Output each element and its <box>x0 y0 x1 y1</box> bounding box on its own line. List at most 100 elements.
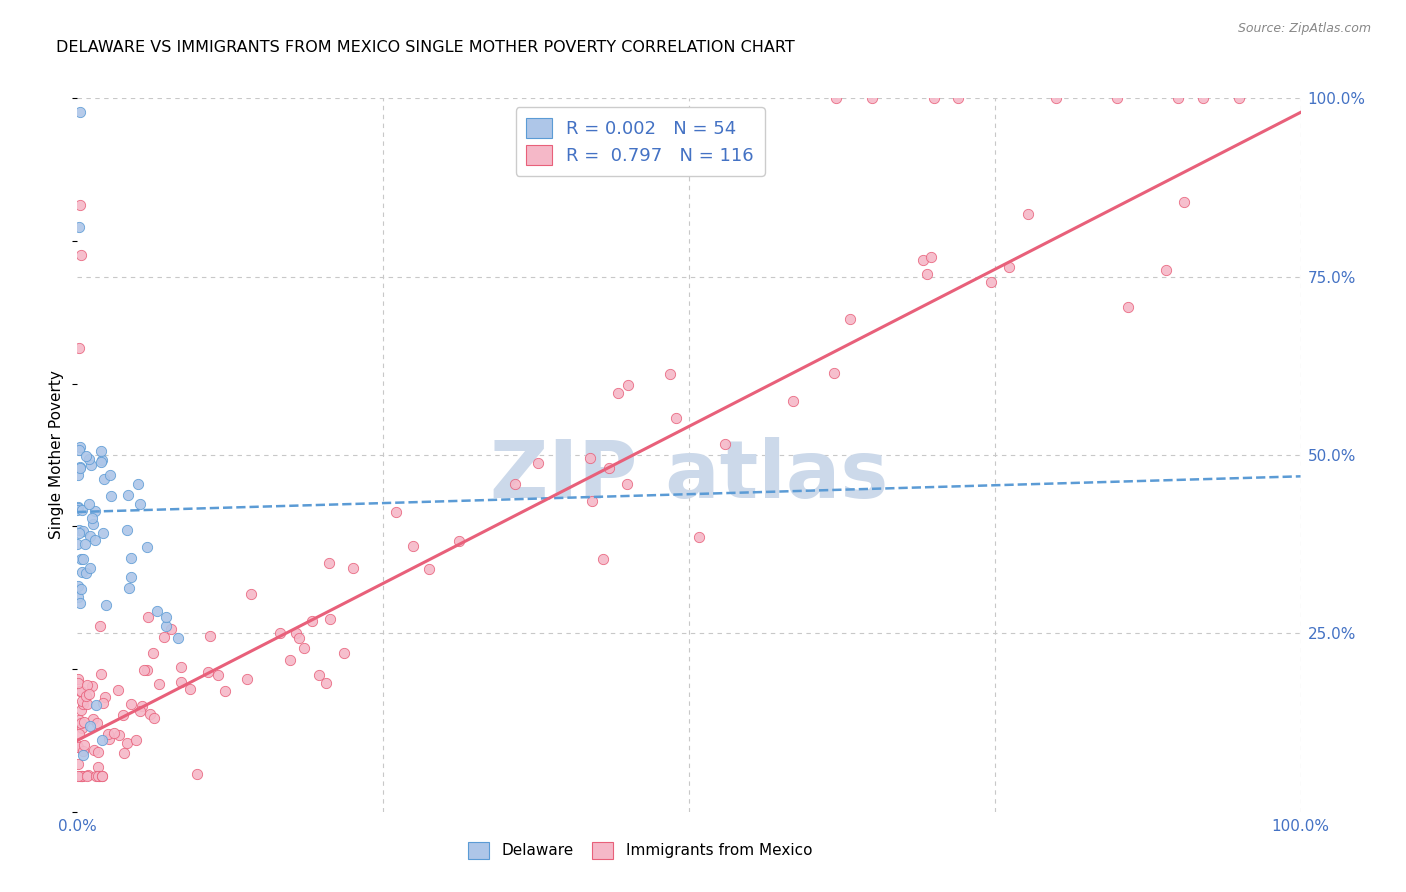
Point <box>87 760 110 774</box>
Point <box>67 500 90 514</box>
Point <box>269 626 291 640</box>
Point <box>66 739 89 754</box>
Point <box>214 684 236 698</box>
Point <box>67 525 90 540</box>
Point <box>946 91 969 105</box>
Point <box>69 582 91 597</box>
Point <box>83 743 105 757</box>
Point <box>112 746 135 760</box>
Point <box>107 682 129 697</box>
Point <box>155 610 177 624</box>
Point <box>142 646 165 660</box>
Point <box>82 516 104 531</box>
Point <box>98 732 121 747</box>
Point <box>139 706 162 721</box>
Point <box>1173 194 1195 209</box>
Point <box>197 665 219 680</box>
Point <box>136 540 159 554</box>
Point <box>1167 91 1189 105</box>
Point <box>301 614 323 628</box>
Point <box>69 198 91 212</box>
Point <box>89 619 111 633</box>
Point <box>69 460 91 475</box>
Point <box>84 769 107 783</box>
Point <box>76 678 98 692</box>
Point <box>91 769 114 783</box>
Point <box>292 640 315 655</box>
Point <box>449 534 471 549</box>
Point <box>69 596 91 610</box>
Point <box>79 719 101 733</box>
Point <box>91 769 114 783</box>
Point <box>134 663 156 677</box>
Point <box>179 681 201 696</box>
Point <box>579 451 602 466</box>
Point <box>83 533 105 547</box>
Point <box>66 579 89 593</box>
Point <box>607 386 630 401</box>
Point <box>70 248 93 262</box>
Point <box>70 694 93 708</box>
Point <box>79 561 101 575</box>
Point <box>70 769 93 783</box>
Point <box>67 672 90 686</box>
Point <box>714 437 737 451</box>
Point <box>66 501 89 516</box>
Point <box>80 510 103 524</box>
Point <box>782 394 804 409</box>
Point <box>131 698 153 713</box>
Point <box>80 679 103 693</box>
Point <box>862 91 884 105</box>
Point <box>125 732 148 747</box>
Point <box>79 529 101 543</box>
Point <box>72 769 94 783</box>
Point <box>67 727 90 741</box>
Point <box>120 697 142 711</box>
Point <box>824 91 846 105</box>
Point <box>385 505 408 519</box>
Point <box>70 552 93 566</box>
Point <box>136 664 159 678</box>
Point <box>77 452 100 467</box>
Point <box>103 726 125 740</box>
Point <box>915 267 938 281</box>
Point <box>980 276 1002 290</box>
Point <box>111 708 134 723</box>
Point <box>120 551 142 566</box>
Point <box>73 714 96 729</box>
Point <box>97 727 120 741</box>
Point <box>155 619 177 633</box>
Point <box>278 653 301 667</box>
Point <box>70 716 93 731</box>
Point <box>186 767 208 781</box>
Point <box>82 712 104 726</box>
Point <box>308 668 330 682</box>
Point <box>117 736 139 750</box>
Point <box>72 743 94 757</box>
Point <box>503 477 526 491</box>
Point <box>1045 91 1067 105</box>
Point <box>115 523 138 537</box>
Point <box>67 769 90 783</box>
Text: ZIP atlas: ZIP atlas <box>489 437 889 516</box>
Point <box>148 677 170 691</box>
Point <box>315 675 337 690</box>
Legend: Delaware, Immigrants from Mexico: Delaware, Immigrants from Mexico <box>461 836 818 864</box>
Point <box>90 667 112 681</box>
Point <box>67 714 90 728</box>
Point <box>100 489 122 503</box>
Point <box>69 459 91 474</box>
Point <box>332 647 354 661</box>
Point <box>91 453 114 467</box>
Point <box>66 537 89 551</box>
Point <box>72 747 94 762</box>
Point <box>84 504 107 518</box>
Point <box>167 632 190 646</box>
Point <box>1107 91 1129 105</box>
Point <box>159 622 181 636</box>
Point <box>1116 300 1139 314</box>
Point <box>91 526 114 541</box>
Point <box>66 503 89 517</box>
Point <box>67 219 90 234</box>
Point <box>91 697 114 711</box>
